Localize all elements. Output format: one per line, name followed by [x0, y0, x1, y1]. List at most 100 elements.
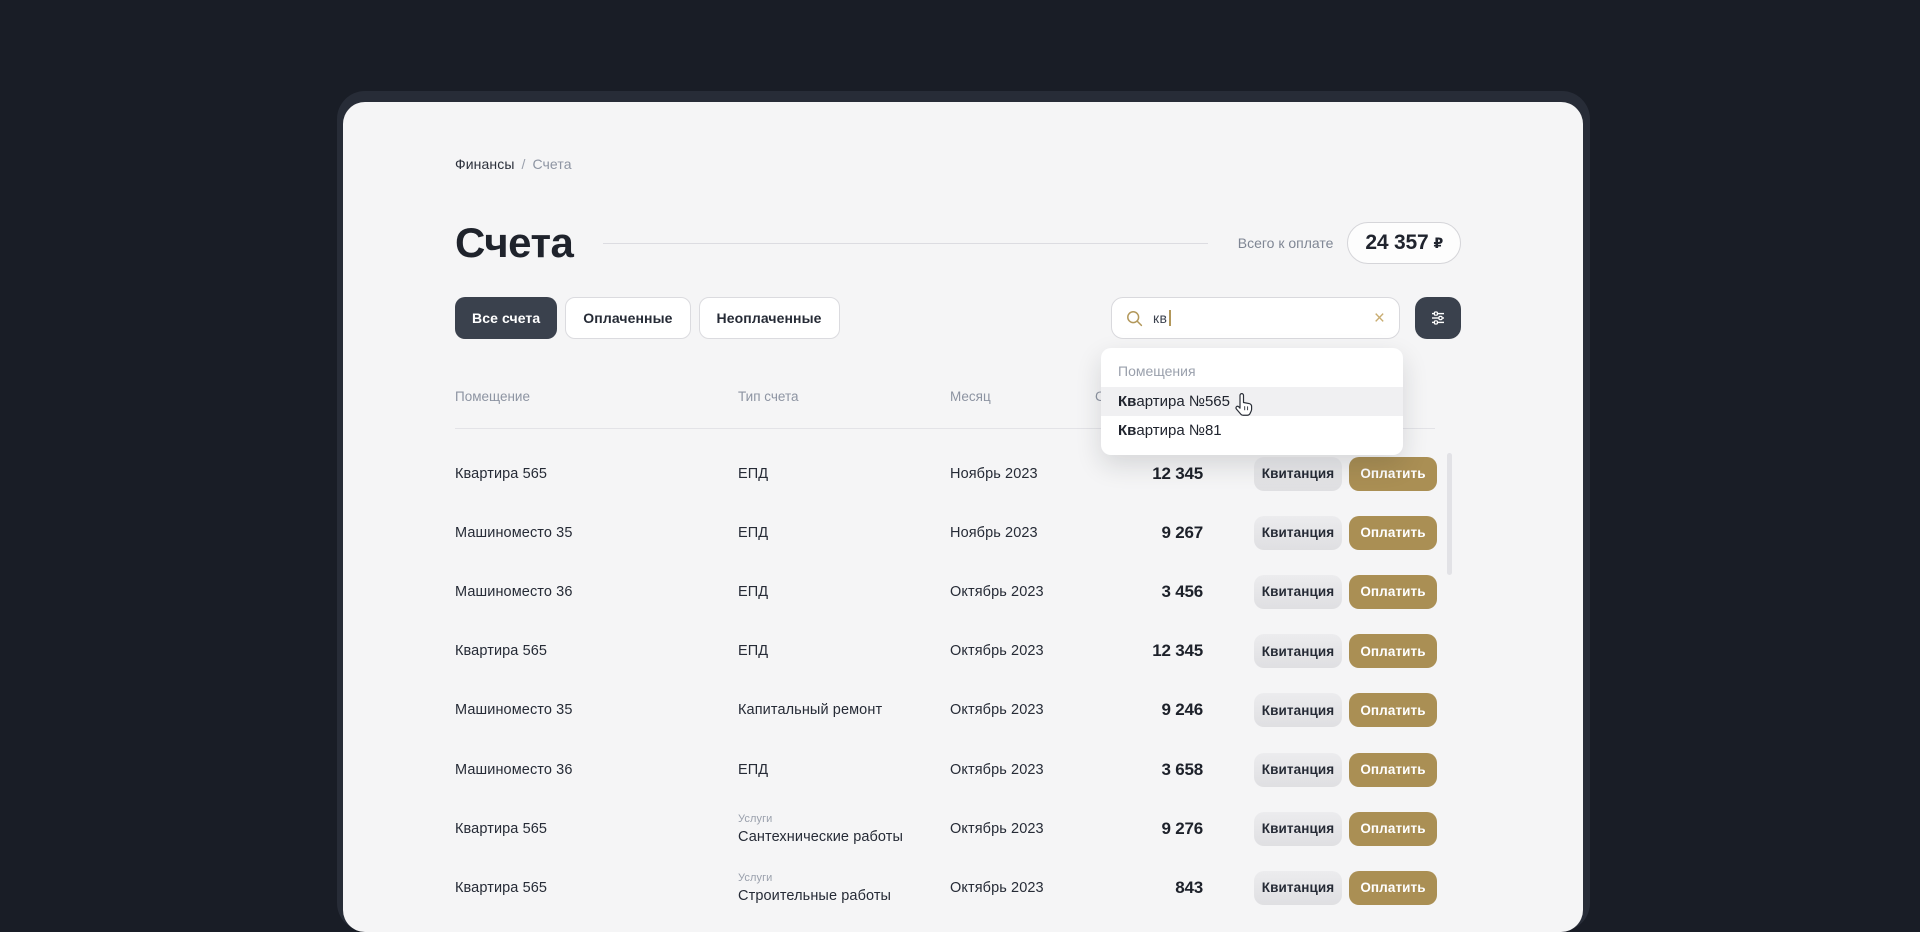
suggestion-item[interactable]: Кв артира №565 — [1101, 387, 1403, 416]
filter-chip-paid[interactable]: Оплаченные — [565, 297, 691, 339]
amount-cell: 3 658 — [1161, 759, 1203, 779]
invoices-table: Квартира 565 ЕПД Ноябрь 2023 12 345 Квит… — [455, 444, 1437, 918]
breadcrumb: Финансы / Счета — [455, 156, 572, 172]
type-cell: ЕПД — [738, 525, 768, 541]
type-value: Сантехнические работы — [738, 828, 904, 845]
suggestion-match: Кв — [1118, 422, 1137, 439]
pay-button[interactable]: Оплатить — [1349, 870, 1437, 905]
invoices-panel: Финансы / Счета Счета Всего к оплате 24 … — [343, 102, 1583, 932]
month-cell: Октябрь 2023 — [950, 879, 1044, 896]
receipt-button[interactable]: Квитанция — [1254, 870, 1342, 905]
pay-button[interactable]: Оплатить — [1349, 811, 1437, 846]
title-row: Счета Всего к оплате 24 357 ₽ — [455, 218, 1461, 268]
pay-button[interactable]: Оплатить — [1349, 574, 1437, 609]
type-cell: Услуги Строительные работы — [738, 872, 891, 904]
month-cell: Октябрь 2023 — [950, 761, 1044, 778]
month-cell: Октябрь 2023 — [950, 583, 1044, 600]
receipt-button[interactable]: Квитанция — [1254, 456, 1342, 491]
total-due-amount: 24 357 — [1365, 231, 1429, 254]
receipt-button[interactable]: Квитанция — [1254, 634, 1342, 669]
clear-search-icon[interactable]: × — [1373, 307, 1385, 329]
type-cell: ЕПД — [738, 466, 768, 482]
table-row: Машиноместо 35 Капитальный ремонт Октябр… — [455, 681, 1437, 740]
suggestion-rest: артира №81 — [1136, 422, 1222, 439]
room-cell: Квартира 565 — [455, 820, 548, 837]
amount-cell: 12 345 — [1152, 463, 1203, 483]
search-suggestions-dropdown: Помещения Кв артира №565 Кв артира №81 — [1101, 348, 1403, 455]
search-input[interactable]: кв × — [1111, 297, 1400, 339]
search-value: кв — [1153, 310, 1168, 326]
room-cell: Машиноместо 35 — [455, 524, 573, 541]
table-row: Квартира 565 ЕПД Ноябрь 2023 12 345 Квит… — [455, 444, 1437, 503]
type-cell: ЕПД — [738, 643, 768, 659]
ruble-sign: ₽ — [1433, 234, 1443, 251]
amount-cell: 9 276 — [1161, 818, 1203, 838]
filter-chip-unpaid[interactable]: Неоплаченные — [698, 297, 840, 339]
pay-button[interactable]: Оплатить — [1349, 456, 1437, 491]
table-row: Машиноместо 35 ЕПД Ноябрь 2023 9 267 Кви… — [455, 503, 1437, 562]
amount-cell: 9 246 — [1161, 700, 1203, 720]
text-caret — [1169, 310, 1172, 326]
table-row: Квартира 565 Услуги Строительные работы … — [455, 858, 1437, 917]
header-type: Тип счета — [738, 389, 799, 404]
pay-button[interactable]: Оплатить — [1349, 752, 1437, 787]
type-value: ЕПД — [738, 465, 769, 482]
header-month: Месяц — [950, 389, 991, 404]
amount-cell: 843 — [1175, 877, 1203, 897]
room-cell: Машиноместо 35 — [455, 702, 573, 719]
search-icon — [1126, 310, 1143, 327]
receipt-button[interactable]: Квитанция — [1254, 515, 1342, 550]
sliders-icon — [1429, 309, 1447, 327]
suggestion-match: Кв — [1118, 393, 1137, 410]
type-cell: Услуги Сантехнические работы — [738, 813, 903, 845]
type-value: ЕПД — [738, 524, 769, 541]
month-cell: Октябрь 2023 — [950, 820, 1044, 837]
receipt-button[interactable]: Квитанция — [1254, 574, 1342, 609]
type-cell: ЕПД — [738, 762, 768, 778]
month-cell: Октябрь 2023 — [950, 643, 1044, 660]
amount-cell: 9 267 — [1161, 522, 1203, 542]
table-row: Квартира 565 ЕПД Октябрь 2023 12 345 Кви… — [455, 622, 1437, 681]
table-row: Машиноместо 36 ЕПД Октябрь 2023 3 658 Кв… — [455, 740, 1437, 799]
page-title: Счета — [455, 219, 574, 266]
month-cell: Октябрь 2023 — [950, 702, 1044, 719]
month-cell: Ноябрь 2023 — [950, 524, 1038, 541]
room-cell: Квартира 565 — [455, 643, 548, 660]
amount-cell: 12 345 — [1152, 641, 1203, 661]
breadcrumb-current: Счета — [532, 156, 572, 172]
type-cell: Капитальный ремонт — [738, 702, 882, 718]
type-cell: ЕПД — [738, 584, 768, 600]
pay-button[interactable]: Оплатить — [1349, 515, 1437, 550]
suggestion-rest: артира №565 — [1136, 393, 1230, 410]
room-cell: Машиноместо 36 — [455, 583, 573, 600]
total-due-label: Всего к оплате — [1237, 235, 1334, 251]
title-divider — [603, 242, 1208, 244]
suggestions-group-label: Помещения — [1118, 363, 1196, 379]
controls-row: Все счета Оплаченные Неоплаченные кв × — [455, 297, 1461, 339]
breadcrumb-separator: / — [521, 156, 526, 172]
amount-cell: 3 456 — [1161, 581, 1203, 601]
filter-chip-all[interactable]: Все счета — [455, 297, 558, 339]
receipt-button[interactable]: Квитанция — [1254, 752, 1342, 787]
type-category-label: Услуги — [738, 812, 773, 825]
total-due-badge: 24 357 ₽ — [1347, 222, 1461, 264]
breadcrumb-finance-link[interactable]: Финансы — [455, 156, 515, 172]
table-row: Квартира 565 Услуги Сантехнические работ… — [455, 799, 1437, 858]
room-cell: Квартира 565 — [455, 879, 548, 896]
pay-button[interactable]: Оплатить — [1349, 634, 1437, 669]
type-value: Строительные работы — [738, 887, 892, 904]
room-cell: Машиноместо 36 — [455, 761, 573, 778]
table-header-divider — [455, 428, 1435, 429]
header-room: Помещение — [455, 389, 530, 404]
suggestion-item[interactable]: Кв артира №81 — [1101, 416, 1403, 445]
type-value: ЕПД — [738, 643, 769, 660]
receipt-button[interactable]: Квитанция — [1254, 811, 1342, 846]
type-value: ЕПД — [738, 761, 769, 778]
type-value: ЕПД — [738, 583, 769, 600]
room-cell: Квартира 565 — [455, 465, 548, 482]
receipt-button[interactable]: Квитанция — [1254, 693, 1342, 728]
pay-button[interactable]: Оплатить — [1349, 693, 1437, 728]
advanced-filters-button[interactable] — [1415, 297, 1461, 339]
scrollbar-thumb[interactable] — [1447, 453, 1452, 575]
table-row: Машиноместо 36 ЕПД Октябрь 2023 3 456 Кв… — [455, 562, 1437, 621]
